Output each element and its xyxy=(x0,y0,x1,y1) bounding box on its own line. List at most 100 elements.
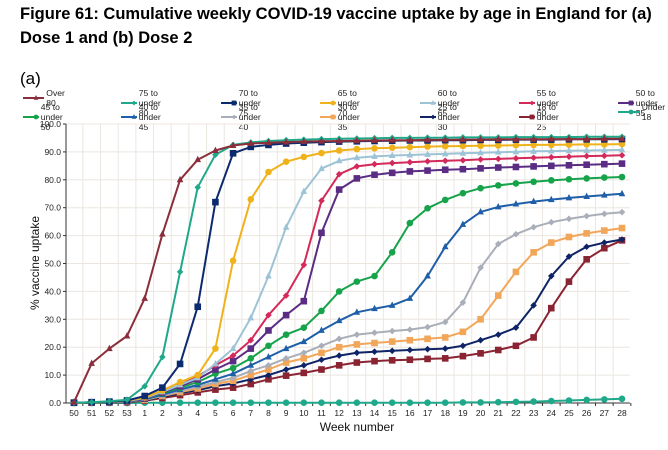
data-point xyxy=(212,375,219,382)
data-point xyxy=(265,375,272,383)
data-point xyxy=(583,141,590,148)
data-point xyxy=(282,399,290,407)
data-point xyxy=(601,141,608,148)
data-point xyxy=(494,135,502,142)
data-point xyxy=(388,151,396,159)
data-point xyxy=(547,147,555,154)
data-point xyxy=(618,173,626,181)
data-point xyxy=(229,399,237,407)
data-point xyxy=(353,153,361,161)
data-point xyxy=(388,327,396,335)
data-point xyxy=(477,135,484,143)
data-point xyxy=(300,355,308,362)
data-point xyxy=(512,155,520,162)
legend-swatch xyxy=(320,100,336,106)
data-point xyxy=(547,272,555,280)
data-point xyxy=(300,349,308,357)
data-point xyxy=(265,366,272,373)
data-point xyxy=(601,191,608,198)
data-point xyxy=(300,297,308,305)
data-point xyxy=(265,311,272,319)
data-point xyxy=(247,143,255,151)
x-tick-label: 53 xyxy=(122,408,132,418)
data-point xyxy=(477,350,484,357)
legend-label: 35 to under 40 xyxy=(238,102,261,132)
data-point xyxy=(441,345,449,352)
data-point xyxy=(212,378,219,386)
data-point xyxy=(229,369,237,377)
data-point xyxy=(212,198,219,206)
data-point xyxy=(494,331,502,338)
y-tick-label: 100.0 xyxy=(40,119,62,129)
data-point xyxy=(512,141,520,149)
data-point xyxy=(583,230,590,237)
data-point xyxy=(159,384,166,391)
data-point xyxy=(318,137,325,144)
data-point xyxy=(529,100,535,106)
data-point xyxy=(159,353,166,361)
data-point xyxy=(371,144,378,152)
data-point xyxy=(424,399,431,407)
data-point xyxy=(300,137,308,145)
x-tick-label: 12 xyxy=(334,408,344,418)
data-point xyxy=(229,364,237,372)
data-point xyxy=(583,175,590,182)
data-point xyxy=(441,136,449,143)
data-point xyxy=(441,196,449,204)
legend-item: 45 to under 50 xyxy=(22,102,74,132)
y-tick-label: 90.0 xyxy=(44,147,61,157)
data-point xyxy=(512,200,520,207)
legend-label: 50 to under 55 xyxy=(635,88,658,118)
legend-swatch xyxy=(618,109,640,115)
data-point xyxy=(388,357,396,364)
legend-item: 65 to under 70 xyxy=(319,88,371,118)
data-point xyxy=(441,149,449,157)
legend-item: 50 to under 55 xyxy=(617,88,668,118)
data-point xyxy=(583,192,590,200)
data-point xyxy=(477,156,484,163)
x-tick-label: 7 xyxy=(248,408,253,418)
data-point xyxy=(565,161,573,169)
data-point xyxy=(247,336,255,344)
series-line xyxy=(73,137,622,403)
legend-swatch xyxy=(420,114,436,120)
data-point xyxy=(494,142,502,149)
data-point xyxy=(212,146,219,153)
data-point xyxy=(441,242,449,250)
data-point xyxy=(530,141,537,149)
data-point xyxy=(547,218,555,226)
data-point xyxy=(441,334,449,341)
data-point xyxy=(406,356,414,364)
x-tick-label: 6 xyxy=(231,408,236,418)
x-tick-label: 13 xyxy=(352,408,362,418)
data-point xyxy=(247,380,255,388)
y-tick-label: 0.0 xyxy=(49,398,61,408)
legend-label: 75 to under 80 xyxy=(138,88,161,118)
x-tick-label: 3 xyxy=(178,408,183,418)
data-point xyxy=(406,136,414,143)
data-point xyxy=(530,302,537,309)
x-tick-label: 15 xyxy=(387,408,397,418)
x-tick-label: 4 xyxy=(195,408,200,418)
panel-label: (a) xyxy=(20,69,41,88)
data-point xyxy=(512,230,520,238)
data-point xyxy=(459,352,467,360)
x-tick-label: 22 xyxy=(511,408,521,418)
data-point xyxy=(318,307,325,315)
legend-swatch xyxy=(320,114,336,120)
legend-swatch xyxy=(23,95,45,100)
y-axis-title: % vaccine uptake xyxy=(28,216,42,310)
data-point xyxy=(406,399,414,407)
data-point xyxy=(176,399,184,407)
data-point xyxy=(530,147,537,154)
data-point xyxy=(212,399,219,407)
data-point xyxy=(601,146,608,153)
data-point xyxy=(282,223,290,230)
data-point xyxy=(318,342,325,350)
data-point xyxy=(282,158,290,165)
data-point xyxy=(529,114,535,120)
x-tick-label: 23 xyxy=(529,408,539,418)
data-point xyxy=(282,372,290,379)
data-point xyxy=(131,114,137,119)
data-point xyxy=(123,332,131,339)
